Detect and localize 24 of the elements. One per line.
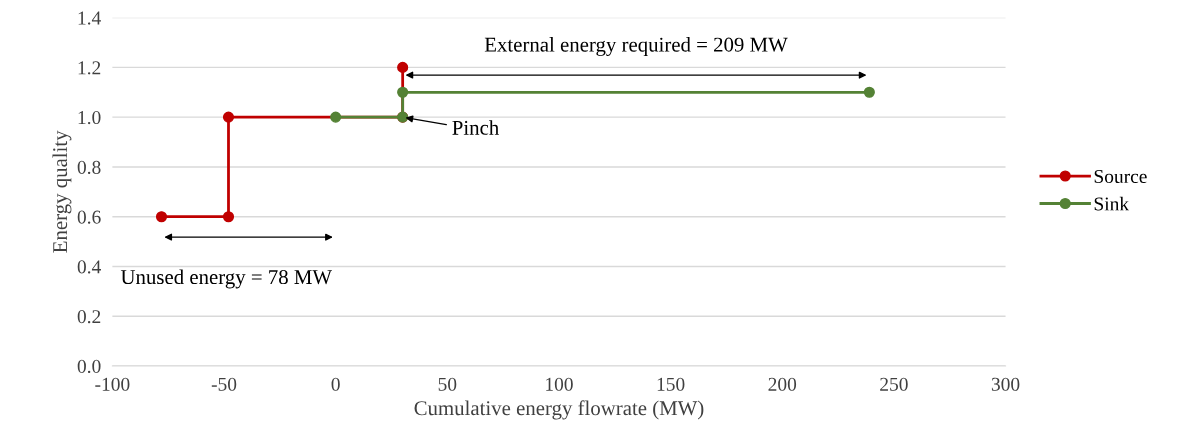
x-tick-label: 150 <box>657 377 685 391</box>
x-tick-label: 0 <box>331 377 340 391</box>
x-tick-label: 100 <box>546 377 573 391</box>
y-tick-label: 1.4 <box>78 11 101 25</box>
x-tick-label: 200 <box>768 377 797 391</box>
y-axis-title: Energy quality <box>52 130 72 253</box>
x-tick-label: 50 <box>438 377 457 391</box>
y-tick-label: 0.6 <box>77 210 101 224</box>
x-tick-label: -100 <box>95 377 130 391</box>
y-tick-label: 0.8 <box>77 160 101 174</box>
x-axis-title: Cumulative energy flowrate (MW) <box>414 400 704 420</box>
y-tick-label: 1.2 <box>78 61 101 75</box>
y-tick-label: 0.2 <box>77 310 101 324</box>
legend-label: Sink <box>1094 196 1130 211</box>
legend-label: Source <box>1094 169 1147 184</box>
y-tick-label: 0.4 <box>77 260 101 274</box>
x-tick-label: 300 <box>991 377 1020 391</box>
x-tick-label: -50 <box>211 377 237 391</box>
y-tick-label: 1.0 <box>78 111 101 125</box>
y-tick-label: 0.0 <box>77 359 101 374</box>
annotation: Pinch <box>452 120 499 135</box>
annotation: Unused energy = 78 MW <box>120 269 332 289</box>
x-tick-label: 250 <box>880 377 908 391</box>
annotation: External energy required = 209 MW <box>484 37 788 56</box>
